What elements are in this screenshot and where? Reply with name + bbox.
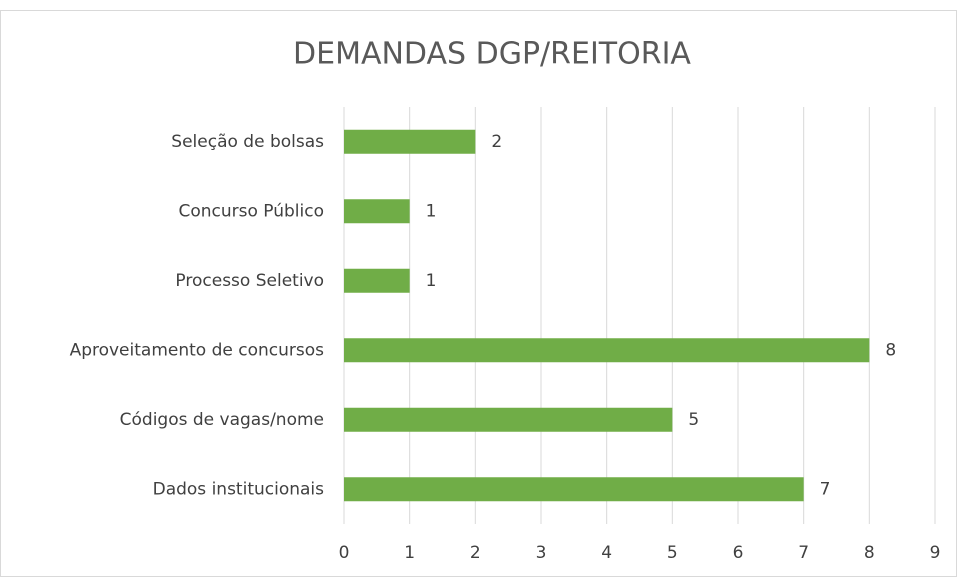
bar [344, 338, 870, 363]
x-tick-label: 7 [798, 543, 809, 563]
y-tick-label: Seleção de bolsas [171, 132, 324, 152]
data-label: 1 [426, 271, 437, 291]
bar [344, 407, 673, 432]
y-tick-label: Aproveitamento de concursos [70, 340, 325, 360]
x-tick-label: 9 [930, 543, 941, 563]
data-label: 8 [885, 340, 896, 360]
x-tick-label: 5 [667, 543, 678, 563]
bar [344, 268, 410, 293]
data-label: 5 [688, 410, 699, 430]
data-label: 7 [820, 479, 831, 499]
x-tick-label: 1 [404, 543, 415, 563]
y-tick-label: Processo Seletivo [175, 271, 324, 291]
data-label: 2 [491, 132, 502, 152]
data-label: 1 [426, 201, 437, 221]
x-tick-label: 6 [733, 543, 744, 563]
bar [344, 477, 804, 502]
x-tick-label: 3 [536, 543, 547, 563]
y-tick-label: Dados institucionais [153, 479, 325, 499]
bar [344, 129, 476, 154]
y-tick-label: Concurso Público [178, 201, 324, 221]
x-tick-label: 2 [470, 543, 481, 563]
x-tick-label: 4 [601, 543, 612, 563]
chart-title: DEMANDAS DGP/REITORIA [293, 37, 691, 72]
x-tick-label: 0 [339, 543, 350, 563]
y-tick-label: Códigos de vagas/nome [120, 410, 324, 430]
x-tick-label: 8 [864, 543, 875, 563]
bar [344, 199, 410, 224]
